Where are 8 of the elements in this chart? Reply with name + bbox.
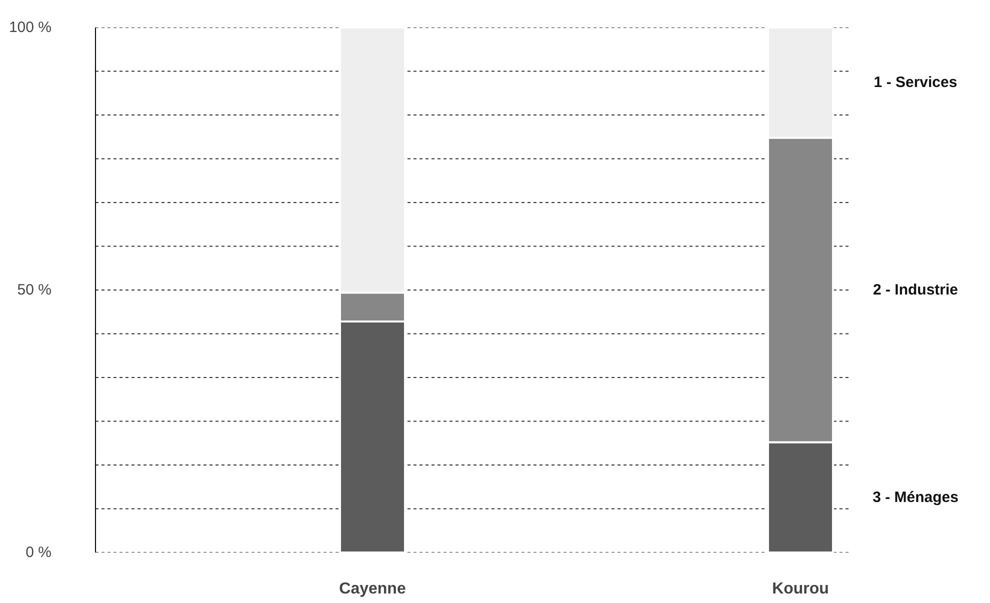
x-tick-label: Cayenne — [339, 580, 406, 598]
x-tick-label: Kourou — [772, 580, 829, 598]
text: 2 - Industrie — [872, 282, 958, 298]
y-tick-label: 100 % — [8, 19, 52, 36]
text: 3 - Ménages — [872, 488, 958, 506]
y-tick-label: 0 % — [26, 544, 52, 561]
text: 1 - Services — [874, 74, 958, 92]
y-tick-label: 50 % — [17, 282, 52, 298]
